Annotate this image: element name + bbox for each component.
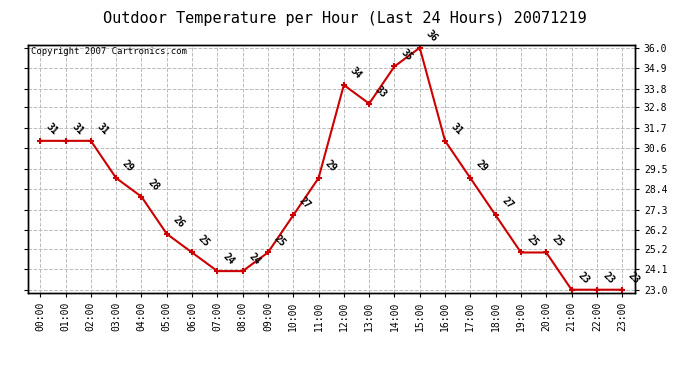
Text: 36: 36	[424, 28, 440, 44]
Text: 27: 27	[297, 196, 313, 211]
Text: 25: 25	[525, 233, 540, 248]
Text: 25: 25	[196, 233, 212, 248]
Text: 31: 31	[44, 121, 60, 136]
Text: 24: 24	[247, 252, 262, 267]
Text: 28: 28	[146, 177, 161, 192]
Text: 24: 24	[221, 252, 237, 267]
Text: 31: 31	[449, 121, 464, 136]
Text: Copyright 2007 Cartronics.com: Copyright 2007 Cartronics.com	[30, 48, 186, 57]
Text: 34: 34	[348, 66, 364, 81]
Text: 31: 31	[95, 121, 110, 136]
Text: 26: 26	[171, 214, 186, 230]
Text: 25: 25	[272, 233, 288, 248]
Text: Outdoor Temperature per Hour (Last 24 Hours) 20071219: Outdoor Temperature per Hour (Last 24 Ho…	[104, 11, 586, 26]
Text: 29: 29	[323, 159, 338, 174]
Text: 29: 29	[120, 159, 136, 174]
Text: 35: 35	[399, 47, 414, 62]
Text: 33: 33	[373, 84, 388, 99]
Text: 23: 23	[627, 270, 642, 285]
Text: 31: 31	[70, 121, 85, 136]
Text: 29: 29	[475, 159, 490, 174]
Text: 23: 23	[601, 270, 616, 285]
Text: 23: 23	[575, 270, 591, 285]
Text: 27: 27	[500, 196, 515, 211]
Text: 25: 25	[551, 233, 566, 248]
